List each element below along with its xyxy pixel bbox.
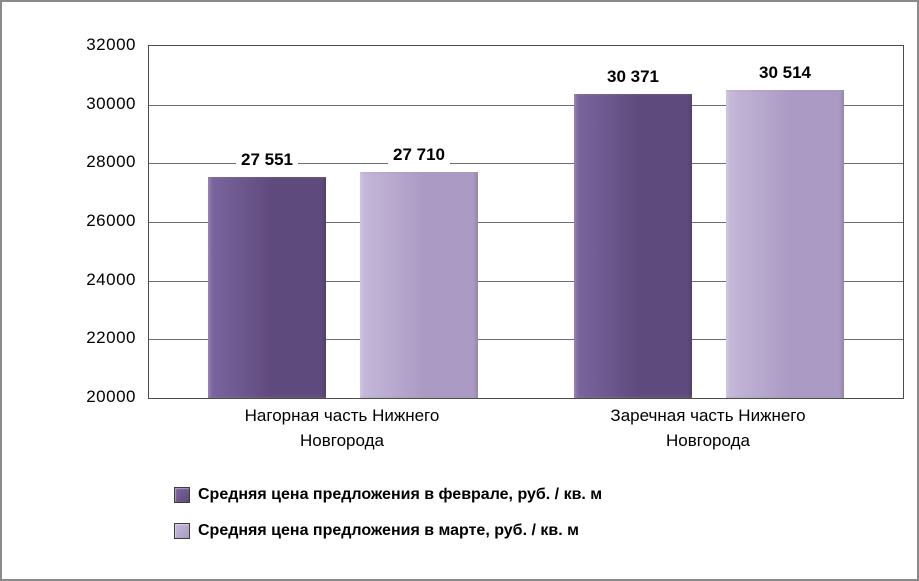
bar-cell: 30 514 xyxy=(726,46,844,398)
bar-value-label: 30 514 xyxy=(754,62,816,83)
bars-layer: 27 551 27 710 30 371 30 514 xyxy=(149,46,903,398)
gridline xyxy=(149,339,903,341)
y-axis: 32000 30000 28000 26000 24000 22000 2000… xyxy=(2,35,136,406)
bar-cell: 30 371 xyxy=(574,46,692,398)
legend-marker-february xyxy=(174,487,190,503)
bar-cell: 27 710 xyxy=(360,46,478,398)
y-tick-label: 30000 xyxy=(86,93,136,113)
gridline xyxy=(149,163,903,165)
bar-value-label: 27 710 xyxy=(388,144,450,165)
bar-february-nagornaya xyxy=(208,176,326,398)
legend-label-february: Средняя цена предложения в феврале, руб.… xyxy=(198,486,603,503)
legend-item-march: Средняя цена предложения в марте, руб. /… xyxy=(174,522,602,540)
bar-march-zarechnaya xyxy=(726,89,844,398)
y-tick-label: 20000 xyxy=(86,387,136,406)
category-label-zarechnaya: Заречная часть Нижнего Новгорода xyxy=(610,406,806,450)
plot-area: 27 551 27 710 30 371 30 514 xyxy=(148,45,904,399)
y-tick-label: 22000 xyxy=(86,328,136,348)
y-tick-label: 32000 xyxy=(86,35,136,54)
bar-february-zarechnaya xyxy=(574,93,692,398)
bar-value-label: 27 551 xyxy=(236,149,298,170)
legend-marker-march xyxy=(174,523,190,539)
legend-item-february: Средняя цена предложения в феврале, руб.… xyxy=(174,486,602,504)
legend-label-march: Средняя цена предложения в марте, руб. /… xyxy=(198,522,579,539)
x-label-cell: Нагорная часть Нижнего Новгорода xyxy=(207,404,477,453)
category-label-nagornaya: Нагорная часть Нижнего Новгорода xyxy=(244,406,440,450)
y-tick-label: 26000 xyxy=(86,211,136,230)
y-tick-label: 28000 xyxy=(86,152,136,172)
bar-cell: 27 551 xyxy=(208,46,326,398)
bar-march-nagornaya xyxy=(360,171,478,398)
bar-value-label: 30 371 xyxy=(602,66,664,87)
gridline xyxy=(149,280,903,282)
legend: Средняя цена предложения в феврале, руб.… xyxy=(174,486,602,558)
x-label-cell: Заречная часть Нижнего Новгорода xyxy=(573,404,843,453)
y-tick-label: 24000 xyxy=(86,269,136,289)
x-axis: Нагорная часть Нижнего Новгорода Заречна… xyxy=(148,404,902,453)
bar-group-zarechnaya: 30 371 30 514 xyxy=(574,46,844,398)
bar-group-nagornaya: 27 551 27 710 xyxy=(208,46,478,398)
gridline xyxy=(149,104,903,106)
gridline xyxy=(149,222,903,223)
